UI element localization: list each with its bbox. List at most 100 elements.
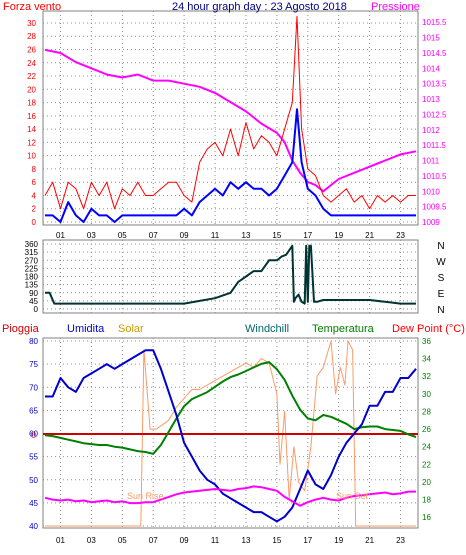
p2-compass-label: N	[437, 305, 444, 316]
p3-left-tick-label: 50	[29, 476, 38, 485]
p3-left-tick-label: 75	[29, 360, 38, 369]
p3-x-tick-label: 11	[211, 536, 220, 545]
p3-x-tick-label: 05	[118, 536, 127, 545]
panel1-frame	[42, 10, 419, 226]
legend-pioggia: Pioggia	[2, 323, 40, 335]
p3-left-tick-label: 45	[29, 499, 38, 508]
p3-x-tick-label: 09	[180, 536, 189, 545]
p3-x-tick-label: 07	[149, 536, 158, 545]
p1-x-tick-label: 19	[334, 231, 343, 240]
p2-left-tick-label: 90	[29, 289, 38, 298]
p2-left-tick-label: 0	[34, 305, 39, 314]
p1-left-tick-label: 18	[27, 99, 36, 108]
chart-title: 24 hour graph day : 23 Agosto 2018	[172, 1, 347, 13]
legend-umidita: Umidita	[67, 323, 105, 335]
panel1-grid	[43, 11, 418, 225]
p2-left-tick-label: 180	[25, 273, 39, 282]
legend-windchill: Windchill	[245, 323, 289, 335]
p1-right-tick-label: 1015.5	[422, 18, 447, 27]
temperature-line	[44, 361, 417, 455]
p1-right-tick-label: 1011.5	[422, 141, 446, 150]
p1-right-tick-label: 1014	[422, 64, 440, 73]
p1-left-tick-label: 10	[27, 152, 36, 161]
p1-x-tick-label: 21	[365, 231, 374, 240]
p2-left-tick-label: 135	[25, 281, 39, 290]
wind-max-line	[44, 15, 416, 210]
p1-x-tick-label: 15	[272, 231, 281, 240]
legend-solar: Solar	[118, 323, 144, 335]
p1-right-tick-label: 1013.5	[422, 80, 447, 89]
p1-right-tick-label: 1014.5	[422, 49, 447, 58]
p3-x-tick-label: 21	[365, 536, 374, 545]
p3-right-tick-label: 20	[422, 478, 431, 487]
p3-left-tick-label: 80	[29, 337, 38, 346]
p1-left-tick-label: 24	[27, 59, 36, 68]
p1-right-tick-label: 1009	[422, 218, 440, 227]
p3-left-tick-label: 70	[29, 383, 38, 392]
p2-compass-label: S	[438, 273, 445, 284]
p1-left-tick-label: 20	[27, 85, 36, 94]
p1-x-tick-label: 17	[303, 231, 312, 240]
wind-speed-label: Forza vento	[3, 1, 61, 13]
p2-left-tick-label: 45	[29, 297, 38, 306]
p3-left-tick-label: 65	[29, 406, 38, 415]
p1-right-tick-label: 1012.5	[422, 110, 447, 119]
p3-x-tick-label: 01	[56, 536, 65, 545]
p1-left-tick-label: 12	[27, 138, 36, 147]
p1-right-tick-label: 1009.5	[422, 203, 447, 212]
p3-right-tick-label: 22	[422, 460, 431, 469]
panel1-series	[44, 15, 417, 223]
panel1-x-axis: 01 03 05 07 09 11 13 15 17 19 21 23	[56, 231, 406, 240]
p1-x-tick-label: 01	[56, 231, 65, 240]
p1-x-tick-label: 13	[242, 231, 251, 240]
p1-x-tick-label: 09	[180, 231, 189, 240]
p3-x-tick-label: 15	[272, 536, 281, 545]
p3-x-tick-label: 03	[87, 536, 96, 545]
p3-left-tick-label: 40	[29, 522, 38, 531]
p3-x-tick-label: 17	[303, 536, 312, 545]
legend-temperatura: Temperatura	[312, 323, 375, 335]
p3-right-tick-label: 26	[422, 425, 431, 434]
sunset-label: Sun Set	[336, 491, 369, 501]
rain-zero-label: 0	[31, 430, 36, 440]
p1-right-tick-label: 1015	[422, 34, 440, 43]
p2-left-tick-label: 270	[25, 256, 39, 265]
direction-line	[45, 244, 416, 305]
p2-compass-label: N	[437, 241, 444, 252]
p1-right-tick-label: 1010.5	[422, 172, 447, 181]
p3-left-tick-label: 60	[29, 430, 38, 439]
p1-right-tick-label: 1010	[422, 187, 440, 196]
p1-left-tick-label: 0	[32, 218, 37, 227]
pressure-label: Pressione	[371, 1, 420, 13]
panel-temperature: 40 45 50 55 60 65 70 75 80 16 18 20 22 24 26 28 30 32 34 3…	[29, 337, 431, 545]
p1-left-tick-label: 14	[27, 125, 36, 134]
p2-compass-label: E	[438, 289, 445, 300]
legend-dewpoint: Dew Point (°C)	[392, 323, 465, 335]
dewpoint-line	[44, 485, 416, 507]
p1-left-tick-label: 2	[32, 205, 37, 214]
p3-right-tick-label: 34	[422, 355, 431, 364]
p1-left-tick-label: 16	[27, 112, 36, 121]
p1-x-tick-label: 11	[211, 231, 220, 240]
p3-left-tick-label: 55	[29, 453, 38, 462]
p2-left-tick-label: 360	[25, 240, 39, 249]
p1-left-tick-label: 4	[32, 191, 37, 200]
p3-x-tick-label: 19	[334, 536, 343, 545]
humidity-line	[45, 349, 417, 523]
p1-left-tick-label: 6	[32, 178, 37, 187]
p3-right-tick-label: 36	[422, 337, 431, 346]
p2-compass-label: W	[436, 257, 446, 268]
p2-left-tick-label: 315	[25, 248, 39, 257]
p3-x-tick-label: 13	[242, 536, 251, 545]
p1-x-tick-label: 07	[149, 231, 158, 240]
p3-right-tick-label: 18	[422, 496, 431, 505]
p1-left-tick-label: 28	[27, 32, 36, 41]
p1-right-tick-label: 1013	[422, 95, 440, 104]
wind-avg-line	[45, 108, 416, 223]
p1-left-tick-label: 22	[27, 72, 36, 81]
